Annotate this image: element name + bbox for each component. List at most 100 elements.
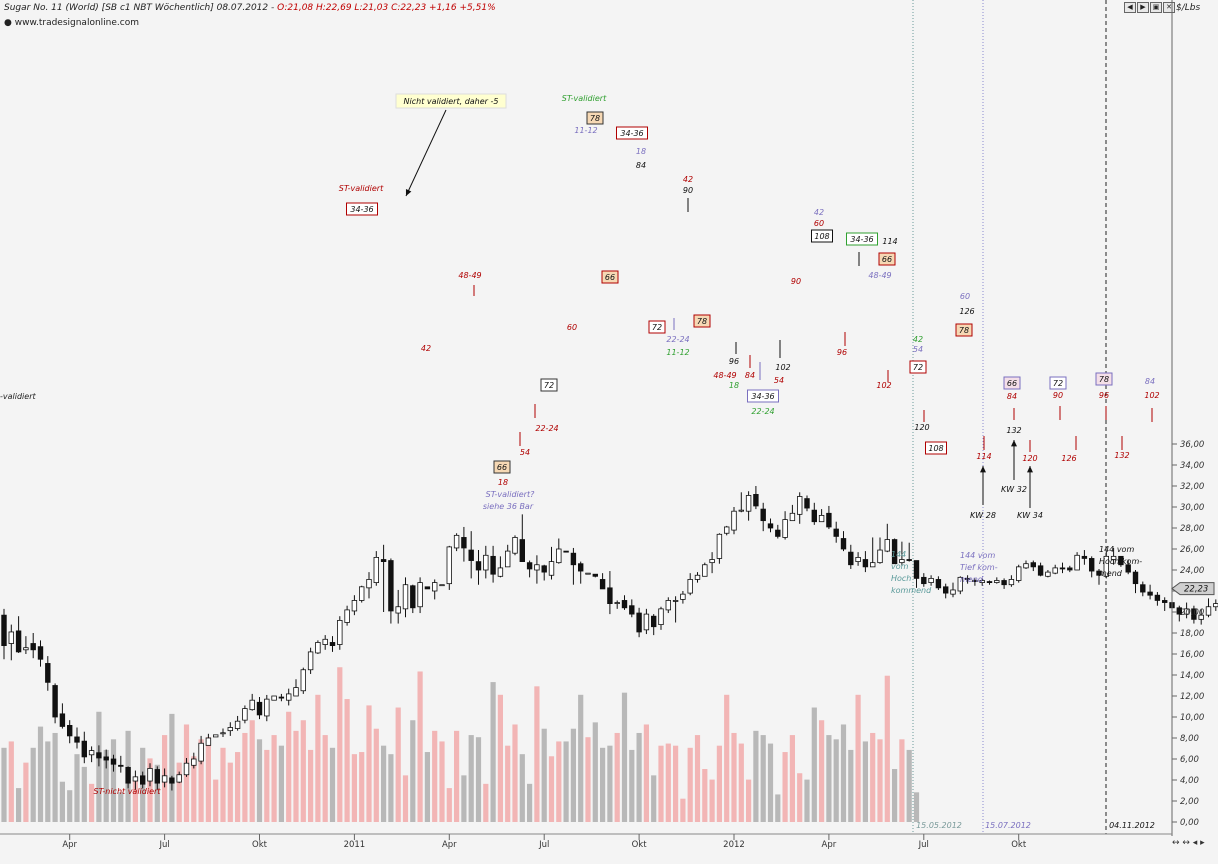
annotation-text: 22-24: [535, 424, 558, 433]
candle-body: [8, 631, 14, 644]
volume-bar: [811, 707, 817, 822]
candle-body: [307, 651, 314, 671]
candle-body: [979, 580, 985, 583]
box-66-d: 66: [1007, 379, 1017, 388]
candle-body: [1089, 558, 1095, 572]
note-144-tief-3: mend: [960, 575, 984, 584]
candle-body: [789, 512, 796, 522]
volume-bar: [191, 756, 197, 822]
candle-body: [475, 561, 482, 571]
annotation-text: 90: [683, 186, 693, 195]
candle-body: [1198, 614, 1204, 620]
y-tick-label: 18,00: [1180, 629, 1204, 639]
scroll-right-button[interactable]: ▶: [1137, 2, 1149, 13]
candle-body: [402, 584, 409, 610]
annotation-text: 96: [1099, 391, 1109, 400]
volume-bar: [475, 737, 482, 822]
box-66-c: 66: [882, 255, 892, 264]
close-button[interactable]: ✕: [1163, 2, 1175, 13]
y-tick-label: 14,00: [1180, 671, 1204, 681]
volume-bar: [578, 694, 584, 822]
date-04-11-2012: 04.11.2012: [1109, 821, 1155, 830]
volume-bar: [176, 762, 182, 822]
candle-body: [212, 734, 219, 738]
y-tick-label: 24,00: [1180, 566, 1204, 576]
volume-bar: [892, 769, 898, 822]
candle-body: [548, 561, 555, 576]
candle-body: [1118, 555, 1124, 566]
volume-bar: [169, 713, 175, 822]
volume-bar: [264, 749, 270, 822]
volume-bar: [753, 730, 759, 822]
volume-bar: [826, 735, 832, 822]
candle-body: [760, 508, 766, 522]
note-144-hoch-2: vom: [891, 562, 909, 571]
volume-bar: [293, 730, 299, 822]
candle-body: [1154, 594, 1161, 601]
label-nicht-validiert: Nicht validiert, daher -5: [404, 97, 499, 106]
volume-bar: [242, 732, 248, 822]
volume-bar: [592, 722, 598, 822]
note-144-hoch-b-1: 144 vom: [1099, 545, 1134, 554]
candle-body: [665, 600, 671, 611]
candle-body: [30, 643, 36, 651]
candle-body: [986, 581, 993, 583]
candle-body: [110, 758, 117, 765]
candle-body: [139, 775, 146, 785]
scroll-left-button[interactable]: ◀: [1124, 2, 1136, 13]
note-144-hoch-b-2: Hoch kom-: [1099, 557, 1142, 566]
box-34-36-d-frame: [747, 389, 779, 403]
box-34-36-c: 34-36: [850, 235, 873, 244]
x-tick-label: Okt: [632, 840, 648, 850]
box-34-36-b-frame: [616, 126, 648, 140]
date-15-07-2012: 15.07.2012: [985, 821, 1031, 830]
candle-body: [519, 539, 525, 562]
volume-bar: [746, 779, 752, 822]
candle-body: [614, 602, 620, 604]
candle-body: [731, 510, 737, 531]
volume-bar: [468, 735, 474, 822]
x-tick-label: Apr: [442, 840, 457, 850]
box-66-a: 66: [605, 273, 615, 282]
volume-bar: [519, 754, 525, 822]
candle-body: [468, 549, 474, 561]
volume-bar: [351, 754, 357, 822]
callout-arrow-head: [405, 189, 412, 196]
candle-body: [183, 762, 190, 776]
candle-body: [680, 593, 686, 600]
box-78-d: 78: [1099, 375, 1109, 384]
box-34-36-c-frame: [846, 232, 878, 246]
label-kw34: KW 34: [1017, 511, 1043, 520]
y-tick-label: 8,00: [1180, 734, 1199, 744]
annotation-text: 120: [1022, 454, 1037, 463]
volume-bar: [724, 694, 730, 822]
candle-body: [154, 769, 160, 784]
x-tick-label: Jul: [158, 840, 169, 850]
volume-bar: [556, 741, 562, 822]
volume-bar: [118, 792, 124, 822]
candle-body: [570, 552, 577, 566]
candle-body: [906, 559, 912, 561]
candle-body: [848, 551, 854, 566]
candle-body: [592, 573, 598, 577]
candle-body: [563, 550, 569, 553]
y-tick-label: 20,00: [1180, 608, 1204, 618]
volume-bar: [147, 758, 153, 822]
candle-body: [724, 526, 730, 534]
volume-bar: [848, 749, 854, 822]
candle-body: [424, 586, 431, 590]
volume-bar: [694, 735, 701, 822]
chart-title: Sugar No. 11 (World) [SB c1 NBT Wöchentl…: [4, 3, 278, 13]
candle-body: [716, 533, 723, 559]
candle-body: [738, 509, 744, 512]
annotation-text: 48-49: [713, 371, 736, 380]
box-78-b: 78: [697, 317, 707, 326]
horizontal-scrollbar[interactable]: ↔ ↔ ◂ ▸: [1172, 838, 1205, 848]
maximize-button[interactable]: ▣: [1150, 2, 1162, 13]
candle-body: [329, 642, 336, 647]
annotation-text: 126: [1061, 454, 1076, 463]
volume-bar: [154, 764, 160, 822]
candle-body: [344, 609, 350, 623]
